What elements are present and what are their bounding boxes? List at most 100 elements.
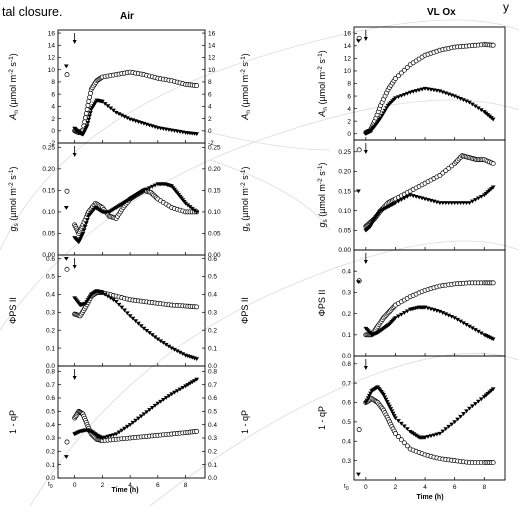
- data-point: [174, 389, 180, 393]
- t0-sub: 0: [50, 484, 53, 490]
- data-point: [393, 201, 398, 206]
- ylabel-mid: s: [240, 62, 250, 70]
- data-point: [127, 423, 133, 427]
- y-tick-label: 0.4: [342, 438, 351, 445]
- data-point: [389, 409, 395, 414]
- ylabel-end: ): [240, 166, 250, 169]
- ylabel-sub: s: [245, 223, 252, 227]
- y-tick-label-right: 16: [208, 30, 216, 37]
- ylabel-sub: s: [13, 223, 20, 227]
- data-point: [169, 392, 175, 397]
- ylabel-exp1: -2: [317, 178, 324, 184]
- data-point: [149, 333, 155, 338]
- y-axis-label: An (µmol m-2 s-1): [8, 53, 20, 120]
- y-tick-label-right: 0.5: [208, 409, 217, 416]
- data-point: [461, 98, 466, 103]
- data-point: [141, 188, 147, 193]
- series-triangle: [63, 182, 200, 245]
- y-axis-label: 1 - qP: [317, 406, 327, 430]
- y-tick-label: 8: [51, 79, 55, 86]
- y-tick-label-right: 0.20: [208, 166, 221, 173]
- data-point: [490, 161, 496, 167]
- data-point: [458, 96, 463, 101]
- y-tick-label-right: 0.15: [208, 188, 221, 195]
- data-point: [136, 416, 141, 421]
- y-tick-label: 0.1: [46, 462, 55, 469]
- y-axis-label: 1 - qP: [8, 410, 18, 434]
- time-zero-arrowhead: [363, 150, 368, 154]
- data-point: [410, 89, 416, 94]
- y-axis-label-right: gs (µmol m-2 s-1): [240, 166, 252, 231]
- ylabel-rest: (µmol m: [8, 75, 18, 110]
- time-zero-arrowhead: [72, 265, 77, 269]
- ylabel-main: A: [8, 114, 18, 121]
- data-point: [384, 400, 390, 404]
- data-point: [398, 94, 404, 98]
- y-tick-label-right: 12: [208, 55, 216, 62]
- series-circle: [356, 396, 496, 466]
- panel-title: VL Ox: [427, 7, 456, 18]
- data-point: [180, 386, 186, 390]
- series-circle: [356, 278, 496, 338]
- data-point: [407, 90, 413, 95]
- initial-point: [356, 280, 361, 284]
- data-point: [83, 221, 89, 226]
- data-point: [152, 335, 158, 340]
- series-triangle: [356, 185, 496, 233]
- data-point: [163, 396, 169, 400]
- data-point: [395, 434, 401, 440]
- data-point: [440, 311, 446, 315]
- ylabel-mid: s: [8, 62, 18, 70]
- ylabel-exp2: -1: [240, 56, 247, 62]
- x-tick-label: 0: [73, 482, 77, 489]
- data-point: [194, 428, 200, 434]
- data-point: [108, 296, 114, 301]
- data-point: [437, 431, 443, 436]
- data-point: [381, 111, 387, 116]
- data-point: [144, 187, 150, 192]
- subplot-1: 0 2 4 6 8 10 12 14 16 An (µmol m-2 s-1): [317, 26, 506, 141]
- ylabel-main: A: [317, 111, 327, 118]
- data-point: [85, 218, 90, 222]
- series-circle: [64, 266, 200, 319]
- data-point: [108, 106, 114, 111]
- initial-point: [356, 147, 362, 153]
- data-point: [446, 92, 452, 97]
- data-point: [189, 380, 195, 385]
- y-tick-label: 0.25: [42, 145, 55, 152]
- data-point: [396, 419, 401, 423]
- data-point: [490, 280, 496, 286]
- data-point: [160, 398, 166, 402]
- data-point: [385, 402, 391, 407]
- data-point: [177, 387, 183, 392]
- ylabel-rest: (µmol m: [240, 188, 250, 223]
- data-point: [155, 401, 161, 406]
- data-point: [177, 350, 183, 355]
- y-tick-label-right: 10: [208, 67, 216, 74]
- data-point: [105, 104, 111, 109]
- ylabel-main: g: [8, 227, 18, 232]
- data-point: [413, 89, 419, 93]
- ylabel-exp1: -2: [240, 69, 247, 75]
- data-point: [449, 93, 455, 98]
- y-tick-label: 2: [51, 116, 55, 123]
- data-point: [461, 321, 466, 326]
- y-tick-label: 0.00: [42, 252, 55, 259]
- data-point: [102, 292, 108, 297]
- data-point: [393, 96, 398, 101]
- ylabel-exp2: -1: [317, 165, 324, 171]
- data-point: [490, 117, 496, 122]
- data-point: [396, 199, 401, 204]
- ylabel-sub: n: [245, 110, 252, 114]
- ylabel-end: ): [8, 166, 18, 169]
- time-zero-arrowhead: [363, 366, 368, 370]
- data-point: [467, 100, 472, 105]
- data-point: [478, 331, 484, 336]
- data-point: [152, 403, 158, 408]
- data-point: [396, 314, 401, 319]
- y-tick-label: 10: [48, 67, 56, 74]
- data-point: [194, 132, 200, 137]
- data-point: [116, 112, 122, 117]
- y-tick-label: 0.00: [338, 247, 351, 254]
